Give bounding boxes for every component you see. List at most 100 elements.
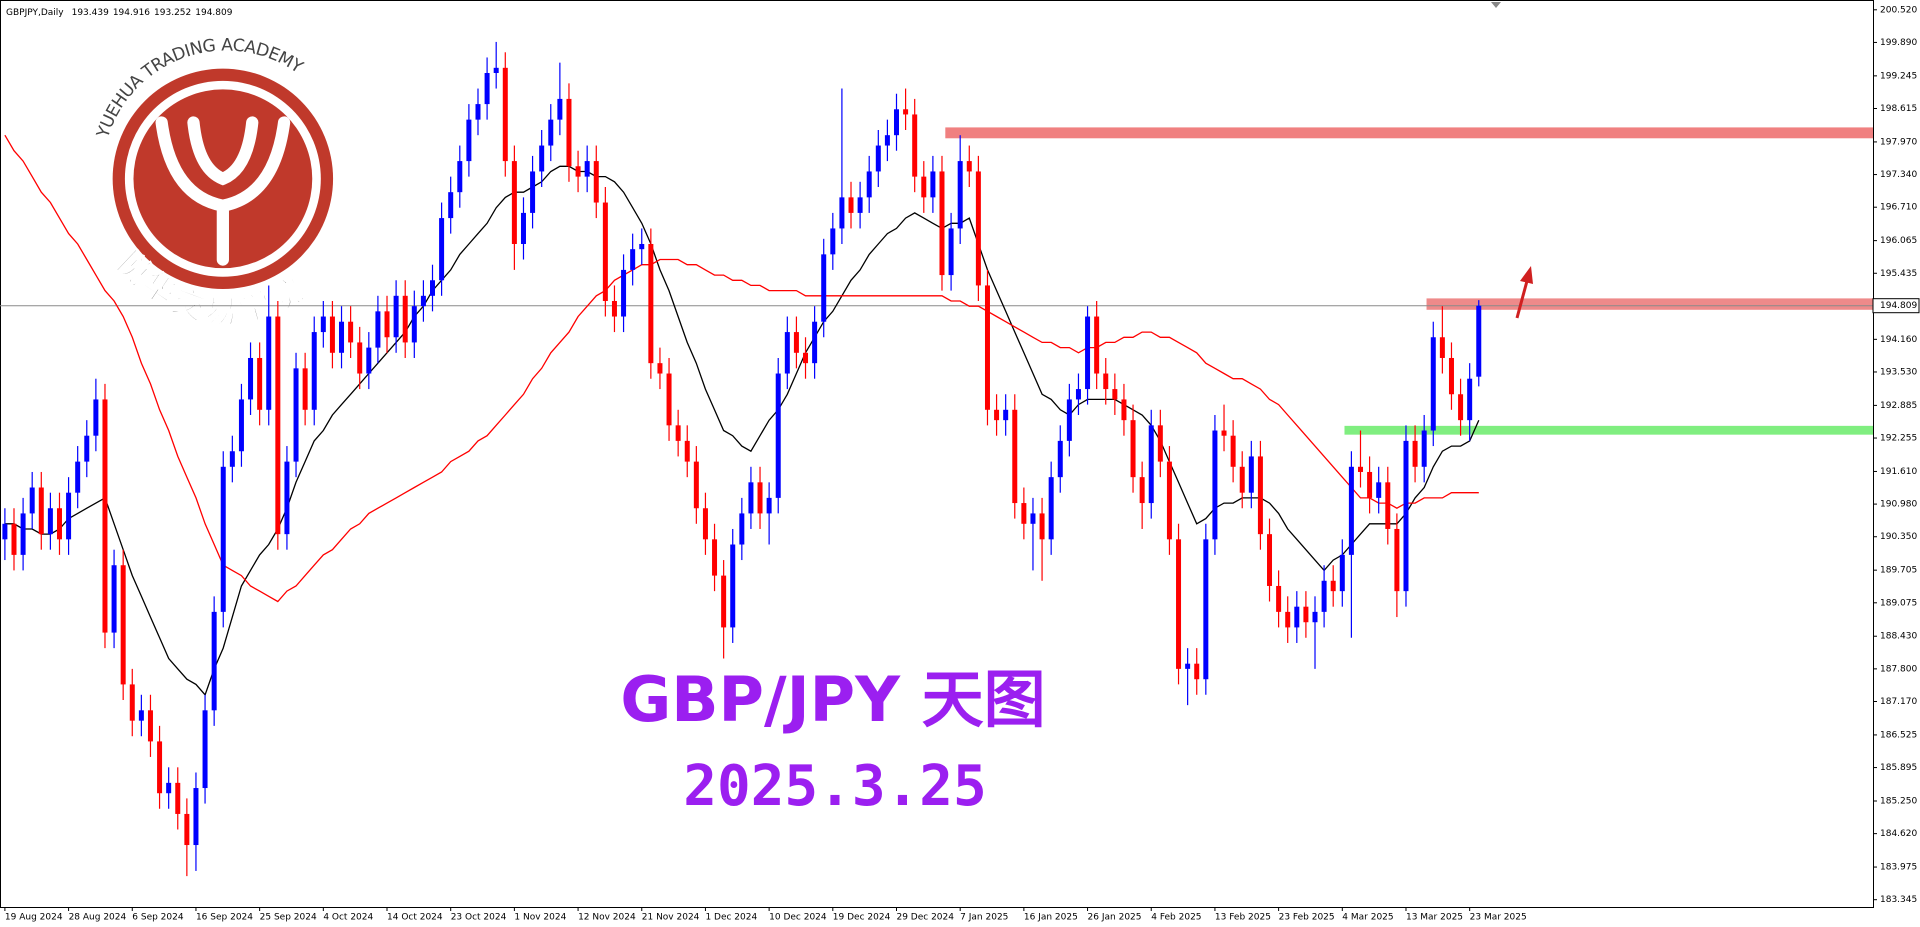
candle-body (384, 311, 390, 338)
candle-body (329, 316, 335, 353)
x-tick-label: 13 Mar 2025 (1406, 913, 1463, 923)
annotation-date: 2025.3.25 (683, 754, 986, 819)
candle-body (939, 171, 945, 276)
x-tick-label: 4 Oct 2024 (323, 913, 373, 923)
y-tick-label: 196.065 (1880, 236, 1917, 246)
candle-body (220, 466, 226, 612)
candle-body (893, 109, 899, 136)
candle-body (1348, 466, 1354, 555)
candle-body (138, 710, 144, 721)
candle-body (475, 104, 481, 120)
candle-body (584, 161, 590, 177)
candle-body (248, 357, 254, 400)
candle-body (1239, 466, 1245, 493)
y-tick-label: 193.530 (1880, 367, 1917, 377)
candle-body (1185, 663, 1191, 669)
y-tick-label: 197.970 (1880, 137, 1917, 147)
candle-body (1467, 378, 1473, 421)
x-tick-label: 28 Aug 2024 (69, 913, 127, 923)
y-tick-label: 198.615 (1880, 104, 1917, 114)
candle-body (721, 575, 727, 628)
plot-layer (0, 41, 1873, 877)
close-value: 194.809 (195, 8, 232, 18)
candle-body (1048, 477, 1054, 540)
y-tick-label: 187.170 (1880, 697, 1917, 707)
candle-body (238, 399, 244, 452)
candle-body (1157, 425, 1163, 462)
candle-body (957, 161, 963, 229)
candle-body (548, 119, 554, 146)
y-tick-label: 183.345 (1880, 895, 1917, 905)
candle-body (675, 425, 681, 441)
candle-body (666, 373, 672, 426)
candle-body (448, 192, 454, 219)
candle-body (1394, 528, 1400, 592)
candle-body (530, 171, 536, 213)
candle-body (147, 710, 153, 742)
candle-body (702, 508, 708, 540)
candle-body (1012, 409, 1018, 504)
candle-body (1094, 316, 1100, 374)
candle-body (803, 352, 809, 364)
y-tick-label: 189.705 (1880, 566, 1917, 576)
candle-body (357, 342, 363, 374)
y-tick-label: 186.525 (1880, 730, 1917, 740)
candle-body (566, 98, 572, 167)
candle-body (775, 373, 781, 498)
y-tick-label: 195.435 (1880, 269, 1917, 279)
candle-body (784, 332, 790, 374)
y-tick-label: 185.895 (1880, 763, 1917, 773)
moving-average (4, 134, 1479, 603)
candle-body (1421, 430, 1427, 467)
candle-body (66, 492, 72, 540)
candle-body (202, 710, 208, 789)
x-tick-label: 26 Jan 2025 (1088, 913, 1142, 923)
x-tick-label: 1 Nov 2024 (514, 913, 566, 923)
candle-body (348, 321, 354, 343)
candle-body (320, 316, 326, 333)
candle-body (1057, 440, 1063, 478)
high-value: 194.916 (113, 8, 150, 18)
candle-body (129, 684, 135, 721)
candle-body (1476, 305, 1482, 377)
candle-body (1003, 409, 1009, 421)
candle-body (430, 280, 436, 296)
candle-body (1430, 337, 1436, 431)
y-tick-label: 192.255 (1880, 434, 1917, 444)
candle-body (1085, 316, 1091, 390)
candle-body (1203, 539, 1209, 680)
candle-body (866, 171, 872, 198)
candle-body (493, 67, 499, 74)
y-tick-label: 183.975 (1880, 863, 1917, 873)
candle-body (402, 295, 408, 343)
candle-body (1176, 539, 1182, 669)
candle-body (11, 523, 17, 555)
candle-body (1439, 337, 1445, 358)
low-value: 193.252 (154, 8, 191, 18)
shift-marker (1491, 2, 1501, 8)
candle-body (884, 135, 890, 146)
x-tick-label: 16 Sep 2024 (196, 913, 253, 923)
candle-body (712, 539, 718, 576)
candle-body (166, 782, 172, 794)
candle-body (1075, 389, 1081, 400)
candle-body (1312, 611, 1318, 623)
candle-body (1212, 430, 1218, 540)
symbol: GBPJPY,Daily 193.439 194.916 193.252 194.809 (6, 8, 233, 18)
logo: YUEHUA TRADING ACADEMY 悦华交易学院 (93, 35, 334, 332)
candle-body (1103, 373, 1109, 390)
candle-body (1339, 554, 1345, 592)
logo-mark (155, 116, 291, 266)
candle-body (56, 508, 62, 540)
y-tick-label: 188.430 (1880, 632, 1917, 642)
y-tick-label: 187.800 (1880, 664, 1917, 674)
candle-body (1066, 399, 1072, 441)
candle-body (848, 197, 854, 213)
candle-body (1276, 585, 1282, 612)
candle-body (611, 300, 617, 317)
candle-body (439, 218, 445, 281)
candle-body (284, 461, 290, 535)
candle-body (602, 202, 608, 301)
candle-body (921, 176, 927, 198)
